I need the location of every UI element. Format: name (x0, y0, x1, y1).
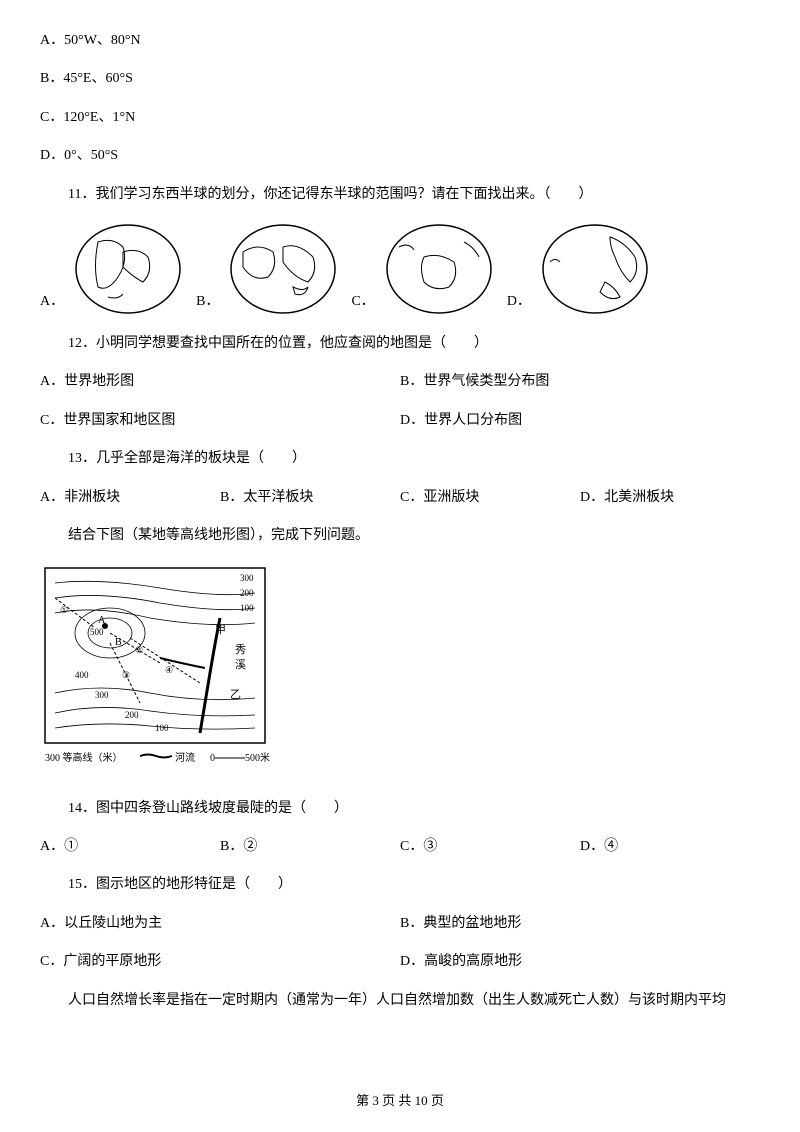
contour-map: 300 200 100 500 400 300 200 100 A B 甲 乙 … (40, 563, 760, 781)
point-a-label: A (98, 615, 106, 626)
route-3-label: ③ (122, 670, 130, 680)
q11-stem: 11．我们学习东西半球的划分，你还记得东半球的范围吗？请在下面找出来。（ ） (40, 184, 760, 206)
q12-option-c[interactable]: C．世界国家和地区图 (40, 410, 400, 432)
contour-100-label: 100 (240, 603, 254, 613)
q10-option-b[interactable]: B．45°E、60°S (40, 68, 760, 90)
q12-option-b[interactable]: B．世界气候类型分布图 (400, 371, 760, 393)
q11-option-a[interactable]: A． (40, 222, 188, 317)
q13-stem: 13．几乎全部是海洋的板块是（ ） (40, 448, 760, 470)
q13-option-a[interactable]: A．非洲板块 (40, 487, 220, 509)
q12-option-a[interactable]: A．世界地形图 (40, 371, 400, 393)
point-jia-label: 甲 (215, 624, 226, 636)
point-yi-label: 乙 (230, 688, 241, 701)
q14-option-d[interactable]: D．④ (580, 836, 760, 858)
contour-300-label: 300 (240, 573, 254, 583)
q11-options-row: A． B． C． D． (40, 222, 760, 317)
q14-option-a[interactable]: A．① (40, 836, 220, 858)
route-1-label: ① (60, 605, 68, 615)
q11-label-c: C． (351, 291, 374, 317)
q13-option-b[interactable]: B．太平洋板块 (220, 487, 400, 509)
globe-a-icon (68, 222, 188, 317)
contour-500-label: 500 (90, 627, 104, 637)
q10-option-c[interactable]: C．120°E、1°N (40, 107, 760, 129)
q14-option-c[interactable]: C．③ (400, 836, 580, 858)
contour-300b-label: 300 (95, 690, 109, 700)
closing-paragraph: 人口自然增长率是指在一定时期内（通常为一年）人口自然增加数（出生人数减死亡人数）… (40, 990, 760, 1012)
point-xiu-label: 秀 (235, 643, 246, 656)
contour-100b-label: 100 (155, 723, 169, 733)
q11-label-d: D． (507, 291, 531, 317)
q13-option-c[interactable]: C．亚洲版块 (400, 487, 580, 509)
legend-zero: 0 (210, 753, 215, 764)
q13-option-d[interactable]: D．北美洲板块 (580, 487, 760, 509)
q14-stem: 14．图中四条登山路线坡度最陡的是（ ） (40, 798, 760, 820)
q11-label-b: B． (196, 291, 219, 317)
q15-option-c[interactable]: C．广阔的平原地形 (40, 951, 400, 973)
q11-option-d[interactable]: D． (507, 222, 655, 317)
point-xi-label: 溪 (235, 658, 246, 671)
q11-label-a: A． (40, 291, 64, 317)
legend-river: 河流 (175, 751, 195, 764)
globe-c-icon (379, 222, 499, 317)
globe-d-icon (535, 222, 655, 317)
route-2-label: ② (135, 645, 143, 655)
q12-option-d[interactable]: D．世界人口分布图 (400, 410, 760, 432)
q12-stem: 12．小明同学想要查找中国所在的位置，他应查阅的地图是（ ） (40, 333, 760, 355)
q11-option-b[interactable]: B． (196, 222, 343, 317)
q15-option-a[interactable]: A．以丘陵山地为主 (40, 913, 400, 935)
map-intro: 结合下图（某地等高线地形图），完成下列问题。 (40, 525, 760, 547)
point-b-label: B (115, 637, 122, 648)
q14-option-b[interactable]: B．② (220, 836, 400, 858)
legend-scale: 500米 (245, 751, 270, 764)
contour-map-svg: 300 200 100 500 400 300 200 100 A B 甲 乙 … (40, 563, 280, 773)
contour-200b-label: 200 (125, 710, 139, 720)
q10-option-a[interactable]: A．50°W、80°N (40, 30, 760, 52)
contour-200-label: 200 (240, 588, 254, 598)
q15-option-d[interactable]: D．高峻的高原地形 (400, 951, 760, 973)
route-4-label: ④ (165, 665, 173, 675)
q11-option-c[interactable]: C． (351, 222, 498, 317)
page-footer: 第 3 页 共 10 页 (0, 1091, 800, 1112)
legend-contour: 300 等高线（米） (45, 751, 123, 764)
q15-stem: 15．图示地区的地形特征是（ ） (40, 874, 760, 896)
globe-b-icon (223, 222, 343, 317)
contour-400-label: 400 (75, 670, 89, 680)
q15-option-b[interactable]: B．典型的盆地地形 (400, 913, 760, 935)
q10-option-d[interactable]: D．0°、50°S (40, 145, 760, 167)
